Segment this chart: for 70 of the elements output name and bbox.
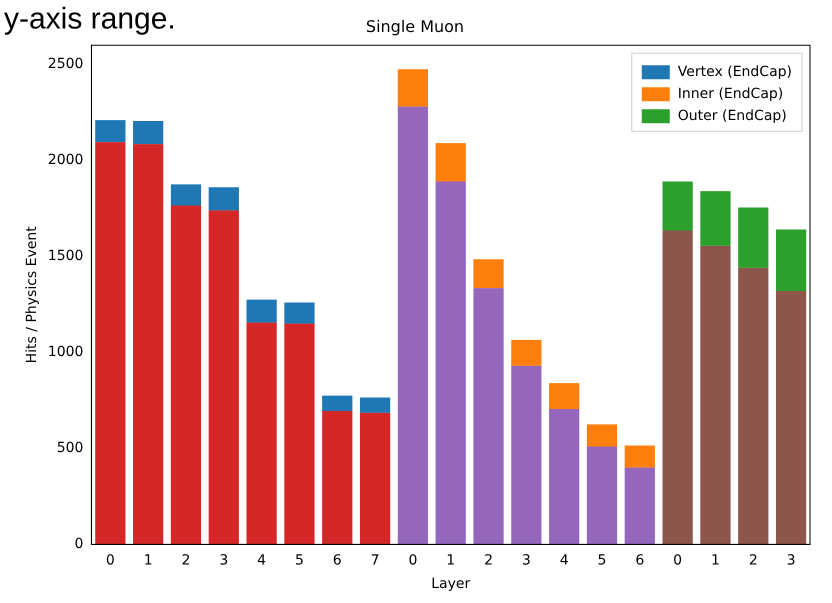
legend-label: Vertex (EndCap) (678, 64, 792, 80)
bar (586, 424, 618, 446)
bar (624, 468, 655, 544)
bar (360, 412, 390, 544)
chart-title: Single Muon (366, 16, 464, 36)
bar (436, 143, 466, 182)
bar (473, 288, 504, 544)
x-tick-label: 2 (182, 552, 190, 568)
bar (586, 446, 618, 544)
x-tick-label: 3 (219, 552, 228, 568)
bar (246, 300, 277, 323)
y-tick-label: 1000 (48, 344, 84, 360)
bar (662, 182, 693, 230)
x-tick-label: 1 (710, 552, 720, 568)
x-axis-title: Layer (431, 576, 470, 592)
x-tick-label: 1 (446, 552, 456, 568)
legend-label: Outer (EndCap) (678, 108, 787, 124)
bar (170, 184, 202, 206)
x-tick-label: 1 (144, 552, 153, 568)
bar (511, 366, 542, 544)
bar (360, 398, 390, 413)
bar (700, 191, 731, 246)
y-tick-label: 0 (74, 536, 84, 552)
bar (511, 340, 542, 366)
x-tick-label: 4 (257, 552, 266, 568)
bar (624, 446, 655, 468)
x-tick-label: 0 (106, 552, 115, 568)
bar (738, 268, 768, 544)
x-tick-label: 0 (673, 552, 682, 568)
y-tick-label: 500 (56, 440, 84, 456)
bar (662, 230, 693, 544)
x-tick-label: 3 (786, 552, 796, 568)
bar (133, 144, 164, 544)
bar (322, 410, 352, 544)
text: y-axis range. (4, 2, 176, 36)
x-tick-label: 4 (560, 552, 569, 568)
bar (170, 206, 202, 544)
bar (700, 246, 731, 544)
bar (738, 207, 768, 268)
y-tick-label: 2000 (48, 152, 84, 168)
bar (133, 121, 164, 144)
legend-label: Inner (EndCap) (678, 86, 784, 102)
x-tick-label: 2 (748, 552, 758, 568)
bar (284, 302, 315, 324)
bar (776, 230, 806, 291)
bar (246, 322, 277, 544)
y-tick-label: 1500 (48, 248, 84, 264)
x-tick-label: 5 (598, 552, 606, 568)
x-tick-label: 6 (332, 552, 342, 568)
x-tick-label: 7 (370, 552, 380, 568)
y-axis-title: Hits / Physics Event (24, 226, 40, 364)
bar (549, 409, 580, 544)
bar (208, 210, 239, 544)
bar (398, 69, 428, 107)
x-tick-label: 0 (408, 552, 418, 568)
x-tick-label: 5 (294, 552, 304, 568)
bar (398, 106, 428, 544)
bar (95, 142, 126, 544)
bar (549, 383, 580, 410)
x-tick-label: 2 (484, 552, 493, 568)
bar (473, 259, 504, 288)
y-tick-label: 2500 (48, 56, 84, 72)
bar (284, 324, 315, 544)
bar (208, 187, 239, 210)
bar (776, 290, 806, 544)
x-tick-label: 6 (635, 552, 644, 568)
bar (436, 182, 466, 544)
bar (322, 396, 352, 411)
x-tick-label: 3 (522, 552, 531, 568)
bar (95, 120, 126, 142)
